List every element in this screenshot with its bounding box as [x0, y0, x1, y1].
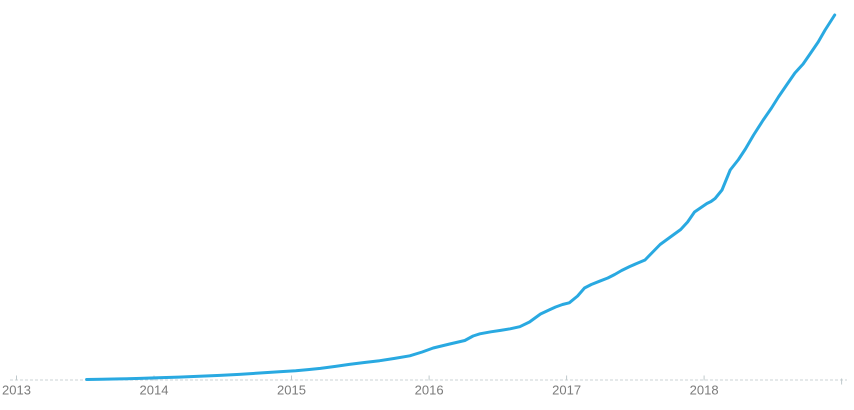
trend-line-series: [85, 13, 837, 381]
x-tick-label: 2013: [2, 383, 31, 398]
x-tick-label: 2016: [415, 383, 444, 398]
x-tick-label: 2017: [552, 383, 581, 398]
x-tick-label: 2014: [140, 383, 169, 398]
x-tick-label: 2015: [277, 383, 306, 398]
x-tick-label: 2018: [690, 383, 719, 398]
trend-line-path: [85, 13, 837, 381]
x-axis: 2013 2014 2015 2016 2017 2018: [2, 375, 847, 398]
